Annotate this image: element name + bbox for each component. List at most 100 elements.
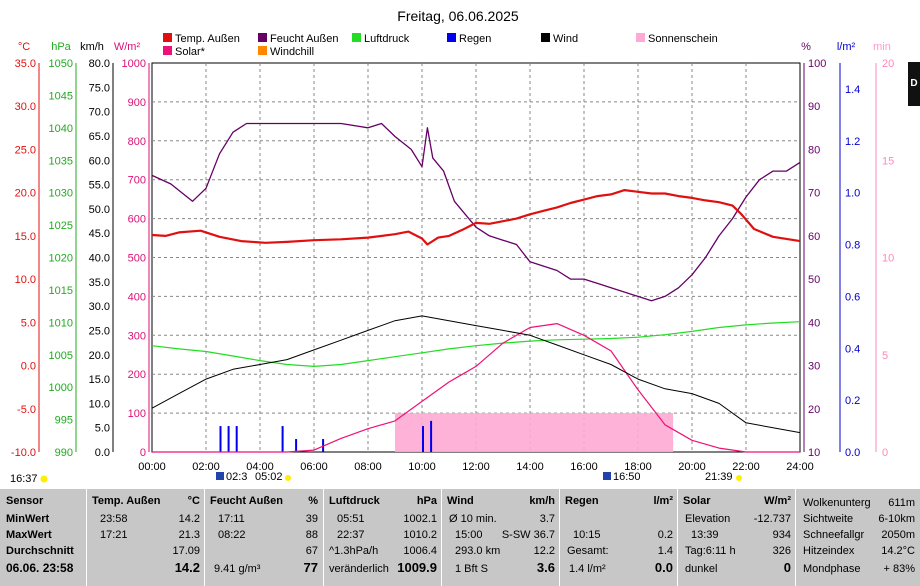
series-line-feucht-au-en bbox=[151, 122, 801, 302]
solar-tick-label: 100 bbox=[128, 408, 146, 420]
press-unit: hPa bbox=[51, 41, 71, 53]
solar-max-value: 934 bbox=[772, 529, 791, 541]
cloud-base-label: Wolkenunterg bbox=[803, 497, 871, 509]
max-label: MaxWert bbox=[6, 529, 52, 541]
sunshine-bar bbox=[584, 413, 611, 452]
solar-day-length: Tag:6:11 h bbox=[685, 545, 736, 557]
wind-tick-label: 15.0 bbox=[89, 374, 110, 386]
min-label: MinWert bbox=[6, 513, 50, 525]
temp-avg-value: 17.09 bbox=[172, 545, 200, 557]
legend-swatch bbox=[636, 33, 645, 42]
sunset-time-b: 21:39 bbox=[705, 471, 733, 483]
series-line-luftdruck bbox=[151, 321, 801, 367]
rain-unit: l/m² bbox=[837, 41, 856, 53]
rain-tick-label: 0.2 bbox=[845, 395, 860, 407]
divider bbox=[441, 489, 442, 586]
rain-bar bbox=[281, 426, 284, 452]
wind-tick-label: 70.0 bbox=[89, 107, 110, 119]
wind-tick-label: 80.0 bbox=[89, 58, 110, 70]
sun-unit: min bbox=[873, 41, 891, 53]
rain-unit-label: l/m² bbox=[653, 495, 673, 507]
solar-avg-value: 326 bbox=[772, 545, 791, 557]
solar-header: Solar bbox=[683, 495, 711, 507]
press-forecast: veränderlich bbox=[329, 563, 389, 575]
press-min-time: 05:51 bbox=[337, 513, 365, 525]
wind-tick-label: 60.0 bbox=[89, 155, 110, 167]
wind-current-value: 3.6 bbox=[536, 560, 555, 575]
solar-elevation-label: Elevation bbox=[685, 513, 731, 525]
stats-panel: Sensor MinWert MaxWert Durchschnitt 06.0… bbox=[0, 489, 920, 586]
snowline-value: 2050m bbox=[881, 529, 915, 541]
time-tick-label: 04:00 bbox=[246, 461, 274, 473]
sunshine-bar bbox=[611, 413, 638, 452]
rain-section: Regen l/m² 10:15 0.2 Gesamt: 1.4 1.4 l/m… bbox=[565, 493, 677, 581]
solar-tick-label: 700 bbox=[128, 175, 146, 187]
solar-section: Solar W/m² Elevation -12.737 13:39 934 T… bbox=[683, 493, 795, 581]
chart-series bbox=[151, 122, 801, 453]
wind-tick-label: 45.0 bbox=[89, 228, 110, 240]
legend-label: Windchill bbox=[270, 46, 314, 58]
sun-tick-label: 0 bbox=[882, 447, 888, 459]
solar-tick-label: 900 bbox=[128, 97, 146, 109]
wind-tick-label: 10.0 bbox=[89, 398, 110, 410]
solar-tick-label: 0 bbox=[140, 447, 146, 459]
hum-tick-label: 10 bbox=[808, 447, 820, 459]
temp-header: Temp. Außen bbox=[92, 495, 161, 507]
cloud-base-value: 611m bbox=[888, 497, 915, 509]
wind-avg-label: Ø 10 min. bbox=[449, 513, 497, 525]
temp-tick-label: -5.0 bbox=[17, 404, 36, 416]
pressure-section: Luftdruck hPa 05:51 1002.1 22:37 1010.2 … bbox=[329, 493, 441, 581]
legend-swatch bbox=[447, 33, 456, 42]
wind-beaufort: 1 Bft S bbox=[455, 563, 489, 575]
sunshine-bar bbox=[665, 413, 674, 452]
legend-label: Solar* bbox=[175, 46, 206, 58]
press-header: Luftdruck bbox=[329, 495, 380, 507]
solar-state: dunkel bbox=[685, 563, 718, 575]
hum-unit-label: % bbox=[308, 495, 318, 507]
legend-swatch bbox=[541, 33, 550, 42]
hum-unit: % bbox=[801, 41, 811, 53]
current-datetime: 06.06. 23:58 bbox=[6, 561, 74, 575]
sunshine-bar bbox=[449, 413, 476, 452]
press-tick-label: 1040 bbox=[49, 123, 73, 135]
legend-swatch bbox=[352, 33, 361, 42]
press-tick-label: 1045 bbox=[49, 90, 73, 102]
rain-tick-label: 0.6 bbox=[845, 291, 860, 303]
solar-tick-label: 600 bbox=[128, 214, 146, 226]
sunshine-bar bbox=[476, 413, 503, 452]
wind-tick-label: 30.0 bbox=[89, 301, 110, 313]
temp-min-value: 14.2 bbox=[178, 513, 200, 525]
hum-current-value: 77 bbox=[303, 560, 318, 575]
rain-max-value: 0.2 bbox=[657, 529, 673, 541]
legend-label: Wind bbox=[553, 33, 578, 45]
press-unit-label: hPa bbox=[416, 495, 437, 507]
window-edge-tab[interactable]: D bbox=[908, 62, 920, 106]
rain-bar bbox=[219, 426, 222, 452]
time-tick-label: 02:00 bbox=[192, 461, 220, 473]
temp-tick-label: 15.0 bbox=[15, 231, 36, 243]
sunset-time-a: 16:50 bbox=[613, 471, 641, 483]
sun-tick-label: 10 bbox=[882, 253, 894, 265]
sunshine-bar bbox=[395, 413, 422, 452]
rain-header: Regen bbox=[565, 495, 599, 507]
sunshine-bar bbox=[503, 413, 530, 452]
weather-chart: Freitag, 06.06.2025 Temp. Außen Feucht Au… bbox=[10, 8, 894, 485]
press-tick-label: 1030 bbox=[49, 188, 73, 200]
series-line-temp-au-en bbox=[151, 189, 801, 246]
temp-section: Temp. Außen °C 23:58 14.2 17:21 21.3 17.… bbox=[92, 493, 204, 581]
time-tick-label: 06:00 bbox=[300, 461, 328, 473]
temp-min-time: 23:58 bbox=[100, 513, 128, 525]
humidity-section: Feucht Außen % 17:11 39 08:22 88 67 9.41… bbox=[210, 493, 322, 581]
time-tick-label: 20:00 bbox=[678, 461, 706, 473]
temp-tick-label: 20.0 bbox=[15, 188, 36, 200]
hum-tick-label: 40 bbox=[808, 317, 820, 329]
solar-tick-label: 200 bbox=[128, 369, 146, 381]
wind-tick-label: 35.0 bbox=[89, 277, 110, 289]
time-tick-label: 12:00 bbox=[462, 461, 490, 473]
press-tick-label: 1000 bbox=[49, 382, 73, 394]
temp-unit: °C bbox=[18, 41, 30, 53]
press-max-time: 22:37 bbox=[337, 529, 365, 541]
legend-swatch bbox=[163, 33, 172, 42]
abs-humidity: 9.41 g/m³ bbox=[214, 563, 261, 575]
rain-sum: 1.4 l/m² bbox=[569, 563, 606, 575]
